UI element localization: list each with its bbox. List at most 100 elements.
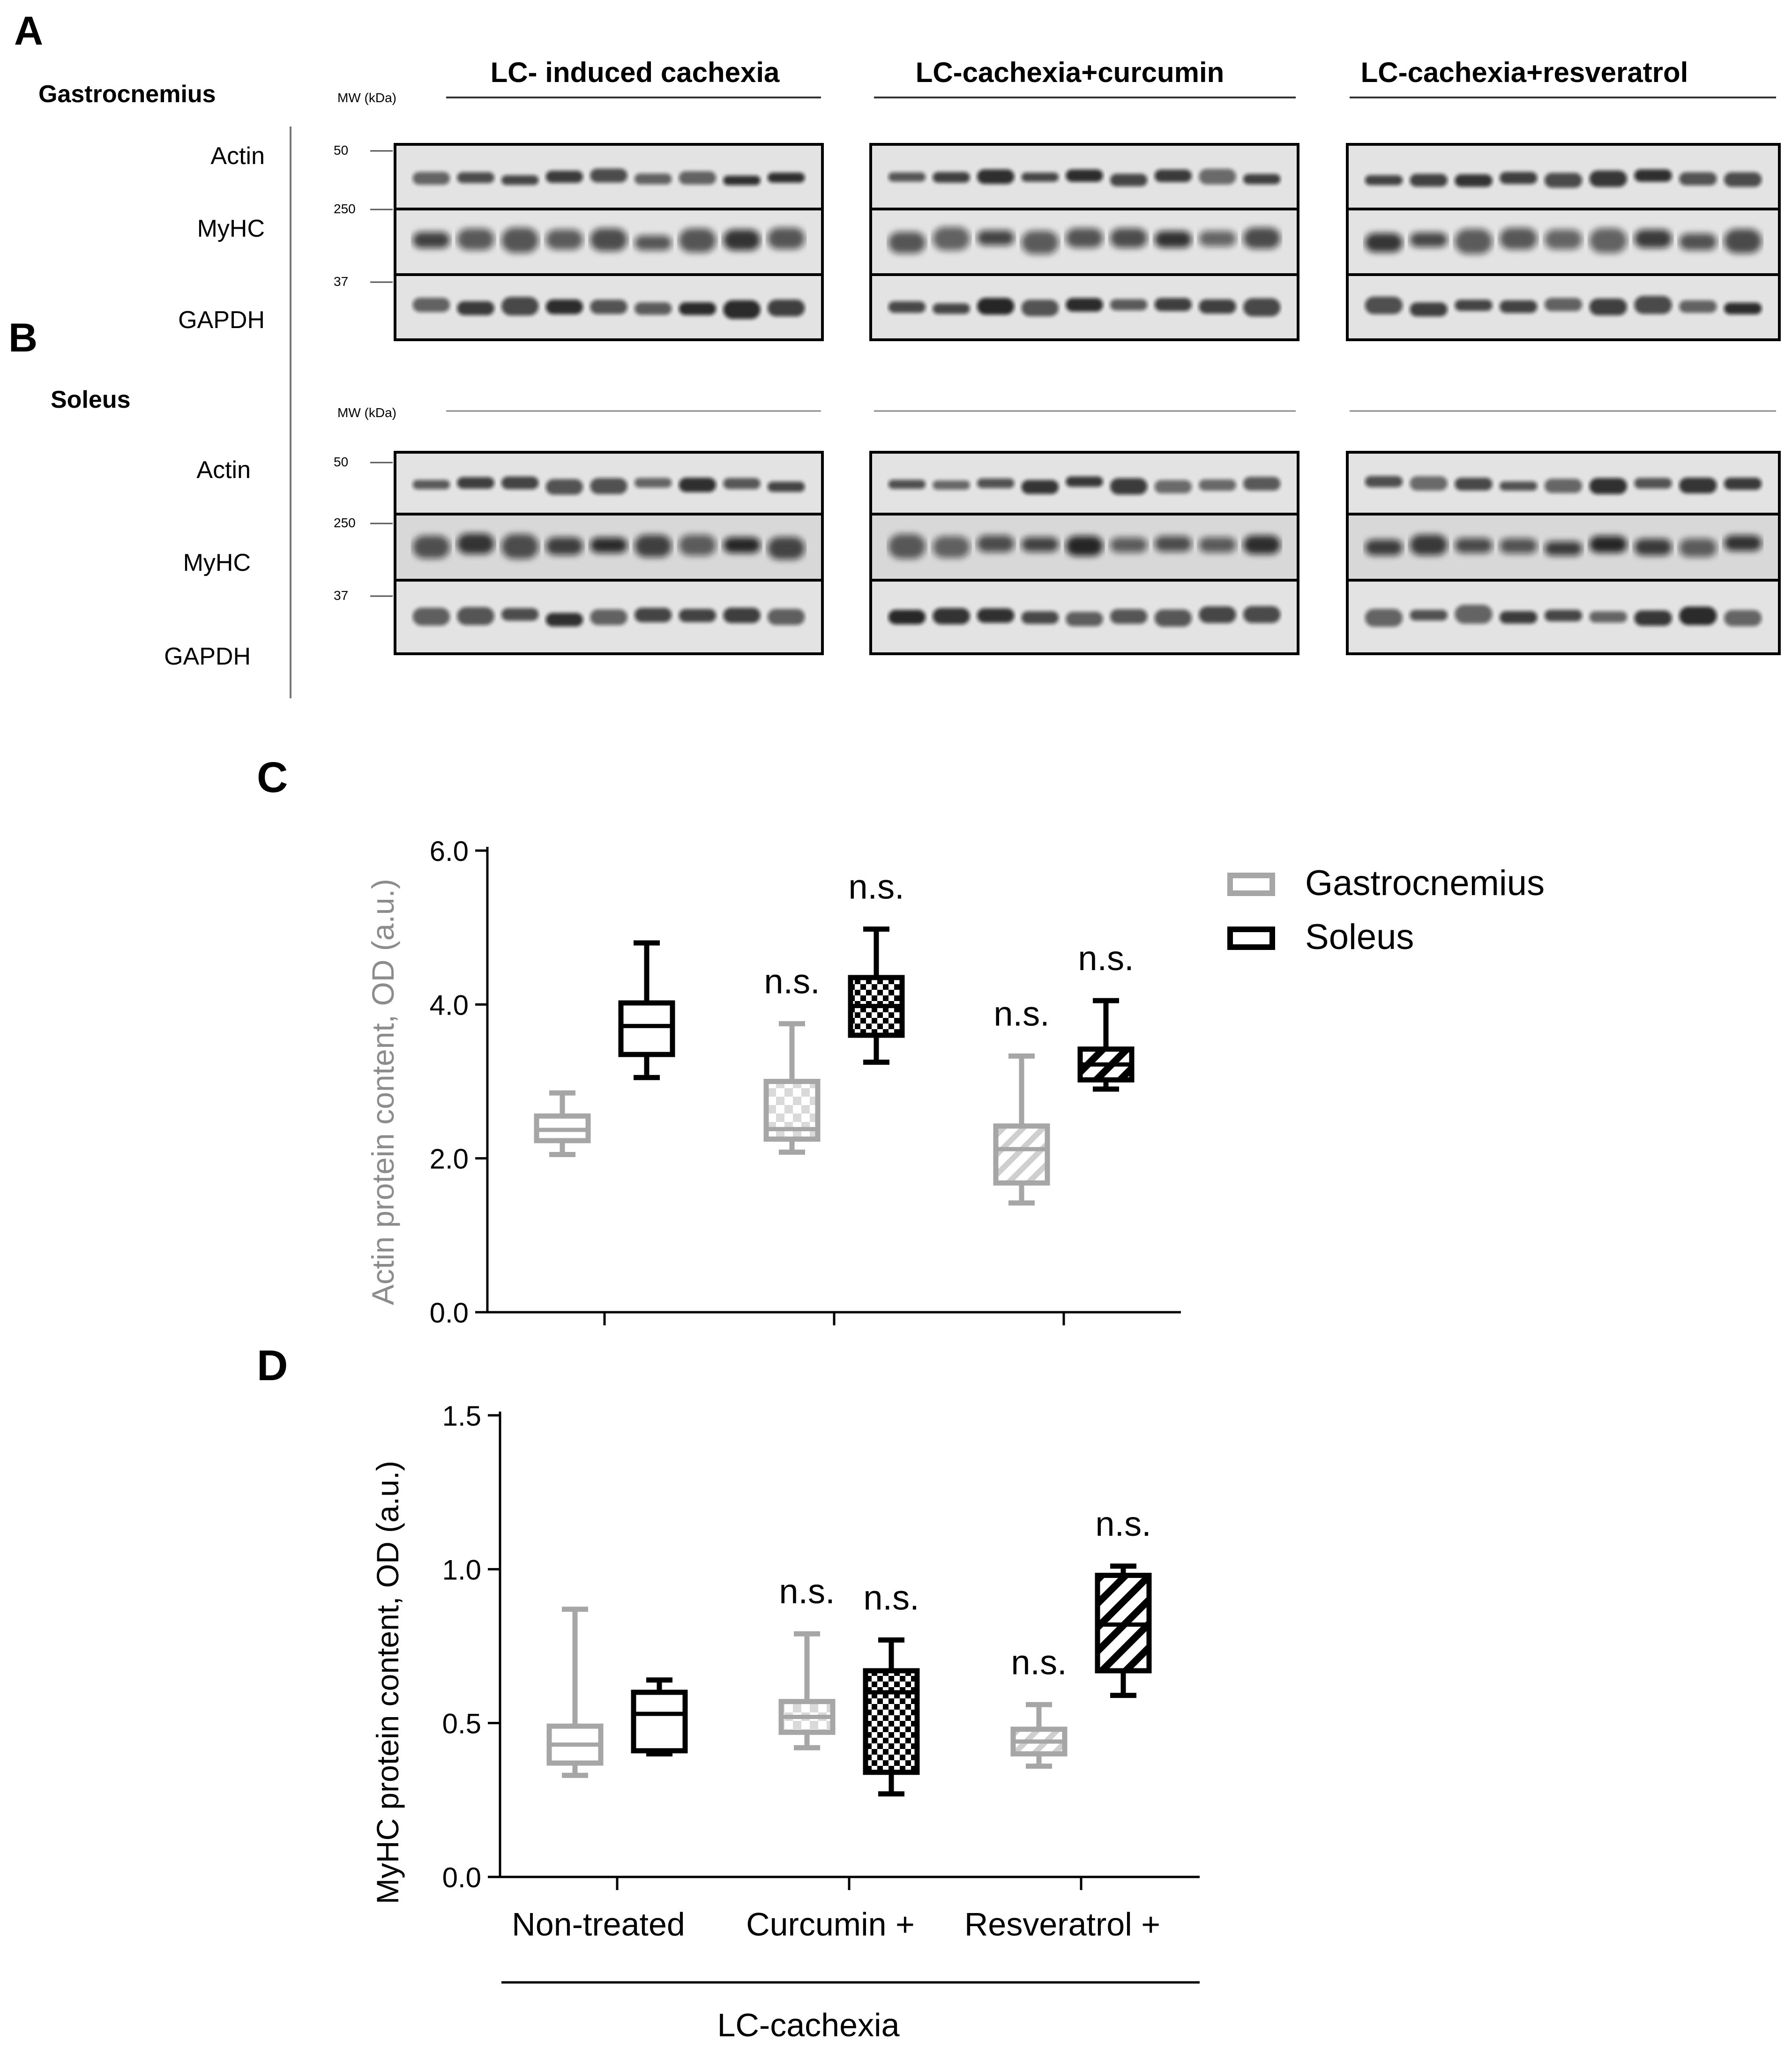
blot-band <box>457 301 494 315</box>
blot-band <box>1066 536 1103 556</box>
blot-band <box>1455 174 1493 187</box>
significance-annotation: n.s. <box>1078 939 1134 978</box>
y-tick-label: 1.5 <box>442 1400 481 1432</box>
blot-band <box>1544 298 1583 312</box>
blot-band <box>933 303 970 314</box>
blot-band <box>1243 535 1281 554</box>
blot-band <box>545 171 583 183</box>
blot-band <box>1724 229 1762 254</box>
panel-label-c: C <box>257 754 288 801</box>
blot-band <box>1110 537 1148 553</box>
blot-band <box>457 477 494 489</box>
blot-band <box>1499 538 1538 554</box>
blot-band <box>977 230 1015 246</box>
blot-band <box>412 172 450 185</box>
blot-band <box>457 533 494 554</box>
y-tick-label: 4.0 <box>430 989 469 1021</box>
blot-band <box>888 301 926 313</box>
blot-band <box>1410 534 1448 555</box>
blot-band <box>679 228 717 253</box>
blot-band <box>1724 535 1762 551</box>
significance-annotation: n.s. <box>764 962 820 1001</box>
blot-band <box>1679 300 1717 313</box>
iqr-box <box>618 1000 675 1057</box>
blot-band <box>501 476 539 489</box>
blot-band <box>1066 169 1103 182</box>
blot-band <box>590 228 627 251</box>
blot-band <box>1724 478 1762 490</box>
blot-band <box>1589 478 1628 494</box>
mw-marker-label: 37 <box>334 274 348 289</box>
blot-band <box>1243 298 1281 317</box>
blot-band <box>1365 539 1403 556</box>
blot-band <box>1410 232 1448 247</box>
blot-band <box>977 535 1015 553</box>
western-blot-panel: A B Gastrocnemius Soleus MW (kDa) MW (kD… <box>8 8 1781 698</box>
mw-marker-label: 250 <box>334 516 356 530</box>
blot-band <box>1066 228 1103 248</box>
box-soleus: n.s. <box>1095 1504 1152 1698</box>
row-label-gapdh-a: GAPDH <box>178 306 265 334</box>
blot-band <box>1499 228 1538 250</box>
blot-band <box>1365 609 1403 627</box>
blot-band <box>1634 478 1672 489</box>
box-soleus: n.s. <box>863 1578 920 1797</box>
x-tick-label: Non-treated <box>512 1906 685 1943</box>
blot-band <box>1634 229 1672 248</box>
blot-band <box>457 607 494 625</box>
blot-band <box>1410 173 1448 187</box>
blot-band <box>412 535 450 559</box>
blot-band <box>1634 538 1672 556</box>
blot-header-resveratrol: LC-cachexia+resveratrol <box>1361 57 1688 88</box>
blot-band <box>767 227 805 249</box>
blot-band <box>1110 478 1148 495</box>
actin-chart: C Actin protein content, OD (a.u.) Gastr… <box>257 754 1545 1329</box>
blot-band <box>1021 611 1059 624</box>
blot-band <box>1455 605 1493 624</box>
blot-band <box>1499 481 1538 491</box>
tissue-label-gastrocnemius: Gastrocnemius <box>38 81 216 108</box>
blot-band <box>1110 228 1148 248</box>
blot-band <box>679 609 717 622</box>
blot-band <box>977 478 1015 488</box>
blot-band <box>723 478 761 489</box>
blot-band <box>545 479 583 495</box>
row-label-myhc-b: MyHC <box>183 549 251 576</box>
mw-label-b: MW (kDa) <box>337 405 396 420</box>
iqr-box <box>631 1689 688 1754</box>
blot-band <box>977 608 1015 623</box>
blot-band <box>888 534 926 559</box>
significance-annotation: n.s. <box>993 994 1049 1033</box>
blot-band <box>1199 606 1236 623</box>
blot-band <box>501 297 539 316</box>
blot-band <box>1154 231 1192 248</box>
blot-band <box>888 479 926 489</box>
blot-band <box>1589 536 1628 553</box>
y-tick-label: 0.0 <box>442 1862 481 1893</box>
blot-band <box>1455 229 1493 254</box>
blot-band <box>933 227 970 251</box>
blot-band <box>933 536 970 558</box>
x-group-label: LC-cachexia <box>717 2007 899 2043</box>
blot-band <box>457 172 494 183</box>
blot-band <box>1589 611 1628 623</box>
blot-band <box>545 229 583 250</box>
blot-band <box>1243 477 1281 491</box>
y-axis-label-myhc: MyHC protein content, OD (a.u.) <box>370 1461 405 1904</box>
blot-band <box>590 299 627 314</box>
blot-band <box>1499 300 1538 313</box>
box-gastrocnemius <box>546 1607 604 1778</box>
blot-band <box>1110 609 1148 624</box>
blot-band <box>545 537 583 555</box>
x-tick-label: Curcumin + <box>746 1906 915 1943</box>
myhc-chart: D MyHC protein content, OD (a.u.) LC-cac… <box>257 1342 1200 2043</box>
blot-band <box>1154 298 1192 311</box>
significance-annotation: n.s. <box>1011 1643 1067 1682</box>
blot-band <box>888 232 926 254</box>
blot-band <box>1544 541 1583 556</box>
blot-band <box>679 534 717 556</box>
blot-band <box>933 480 970 490</box>
box-soleus: n.s. <box>848 867 905 1065</box>
blot-band <box>1199 299 1236 314</box>
blot-band <box>634 235 672 251</box>
